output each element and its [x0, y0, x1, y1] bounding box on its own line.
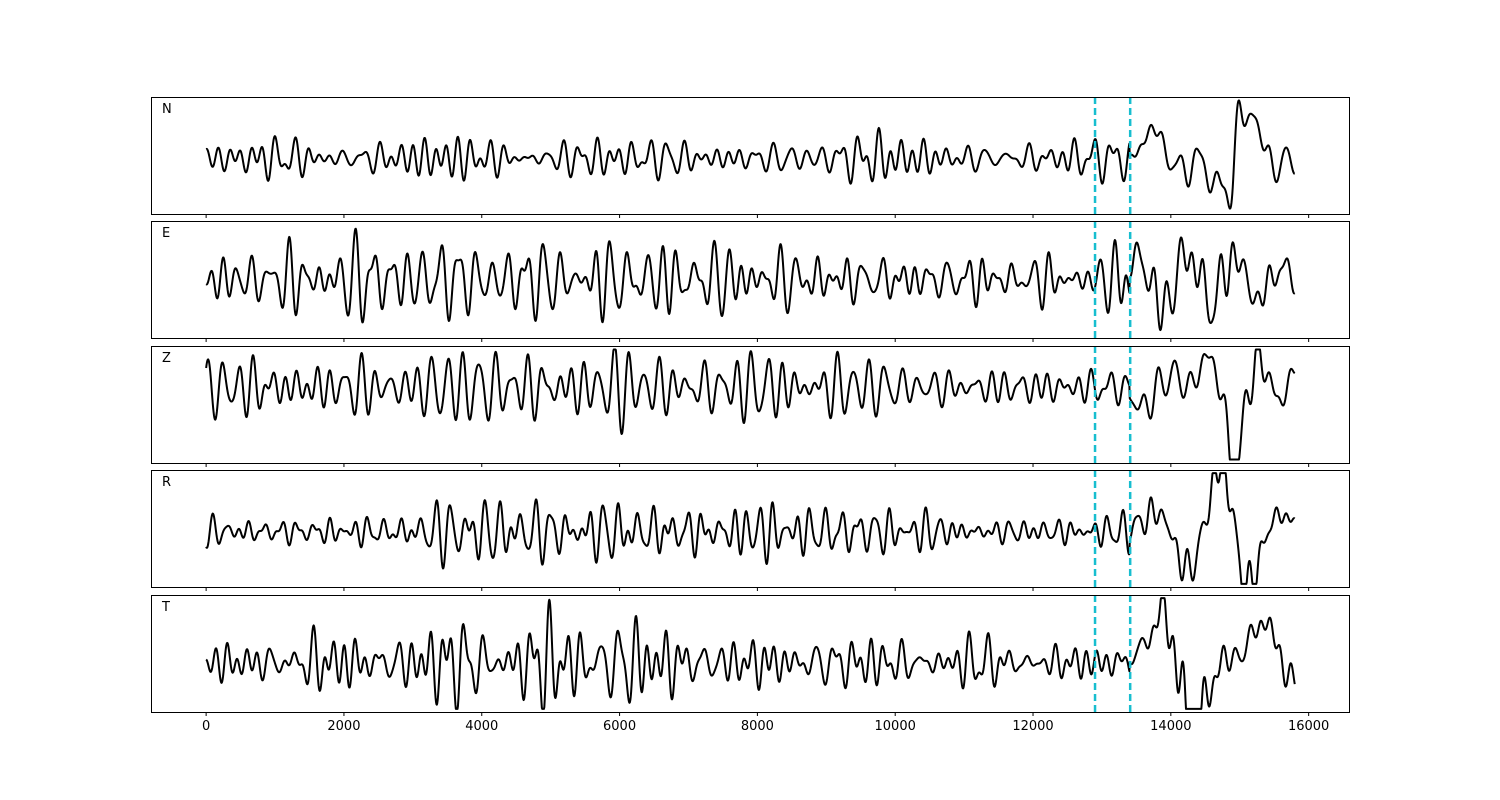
x-tick-label: 8000 [741, 719, 774, 734]
panel-z: Z [151, 346, 1350, 467]
x-tick-label: 14000 [1150, 719, 1191, 734]
panel-e: E [151, 221, 1350, 342]
x-tick-label: 12000 [1012, 719, 1053, 734]
panel-r: R [151, 470, 1350, 591]
axes-frame [151, 470, 1350, 588]
panel-label: E [162, 226, 170, 241]
axes-frame [151, 595, 1350, 713]
panel-t: T [151, 595, 1350, 716]
trace-r [205, 472, 1296, 585]
trace-t [205, 597, 1296, 710]
x-tick-label: 16000 [1288, 719, 1329, 734]
panel-label: Z [162, 351, 171, 366]
x-tick-label: 10000 [875, 719, 916, 734]
x-tick-label: 4000 [465, 719, 498, 734]
panel-label: R [162, 475, 171, 490]
trace-n [205, 99, 1296, 210]
x-tick-label: 6000 [603, 719, 636, 734]
panel-label: T [161, 600, 170, 615]
axes-frame [151, 346, 1350, 464]
x-tick-label: 2000 [327, 719, 360, 734]
axes-frame [151, 221, 1350, 339]
axes-frame [151, 97, 1350, 215]
trace-e [205, 227, 1296, 332]
x-tick-label: 0 [202, 719, 210, 734]
panel-label: N [162, 102, 172, 117]
trace-z [205, 348, 1296, 461]
panel-n: N [151, 97, 1350, 218]
